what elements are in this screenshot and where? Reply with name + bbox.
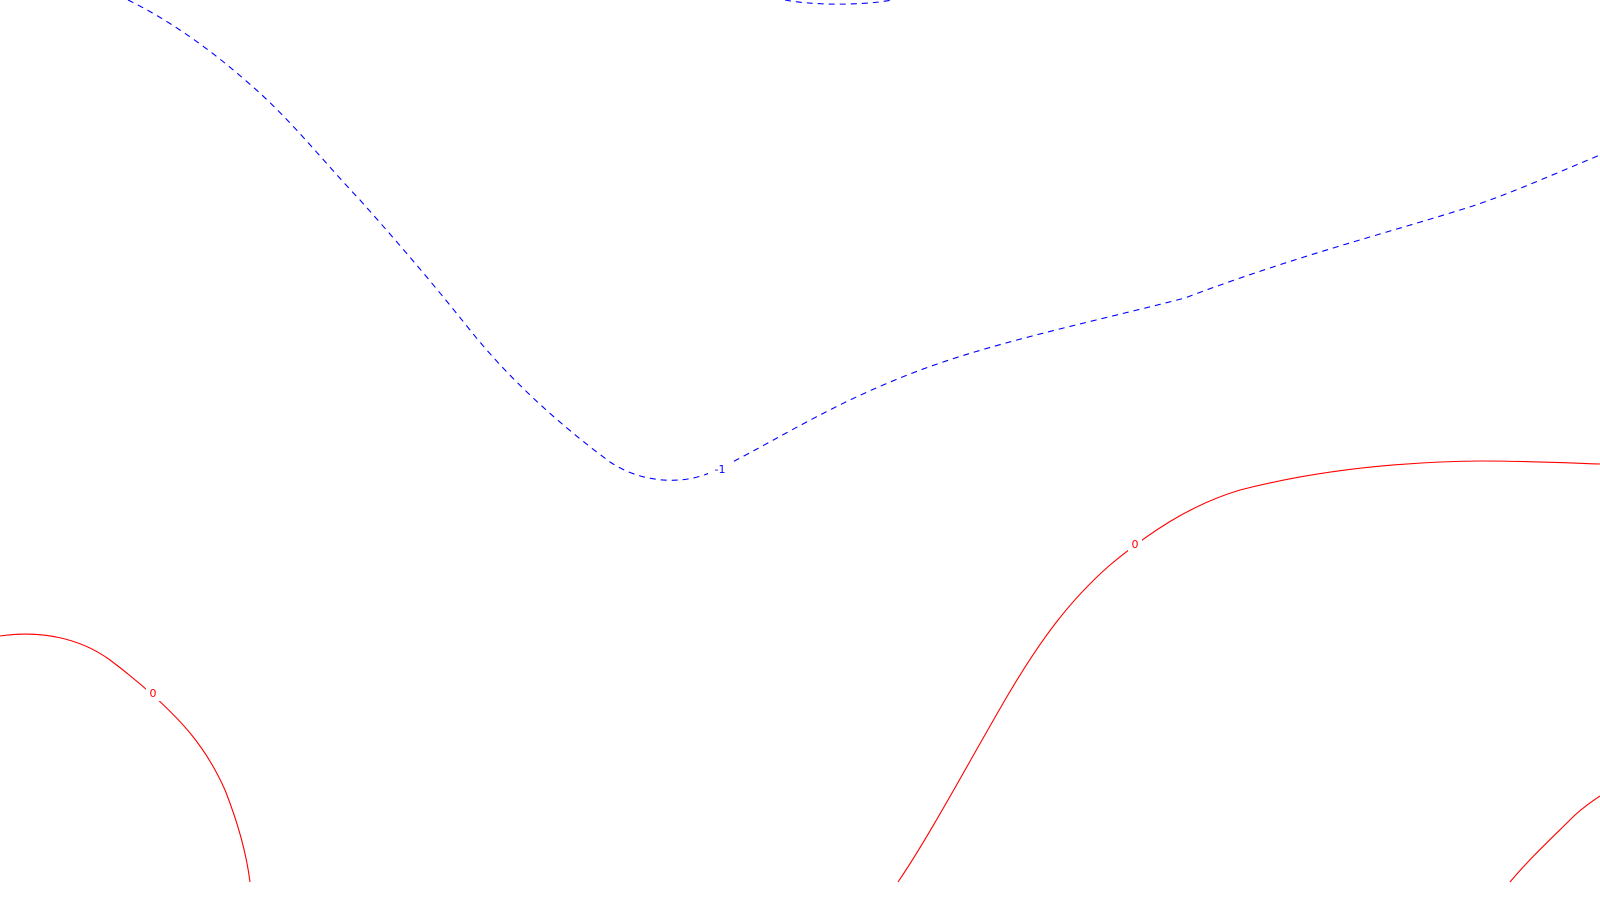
label-mask-0-left: [146, 687, 160, 701]
contour-line-minus-1-main: [127, 0, 1600, 481]
contour-label-0-right: 0: [1132, 538, 1139, 551]
contour-line-minus-1-top: [784, 0, 893, 5]
label-mask-minus-1: [708, 463, 734, 477]
contour-label-minus-1: -1: [715, 463, 726, 476]
contour-line-0-right: [897, 460, 1600, 883]
contour-line-0-corner: [1509, 795, 1600, 883]
contour-label-0-left: 0: [150, 687, 157, 700]
contour-line-0-left: [0, 633, 251, 883]
label-mask-0-right: [1128, 538, 1142, 552]
